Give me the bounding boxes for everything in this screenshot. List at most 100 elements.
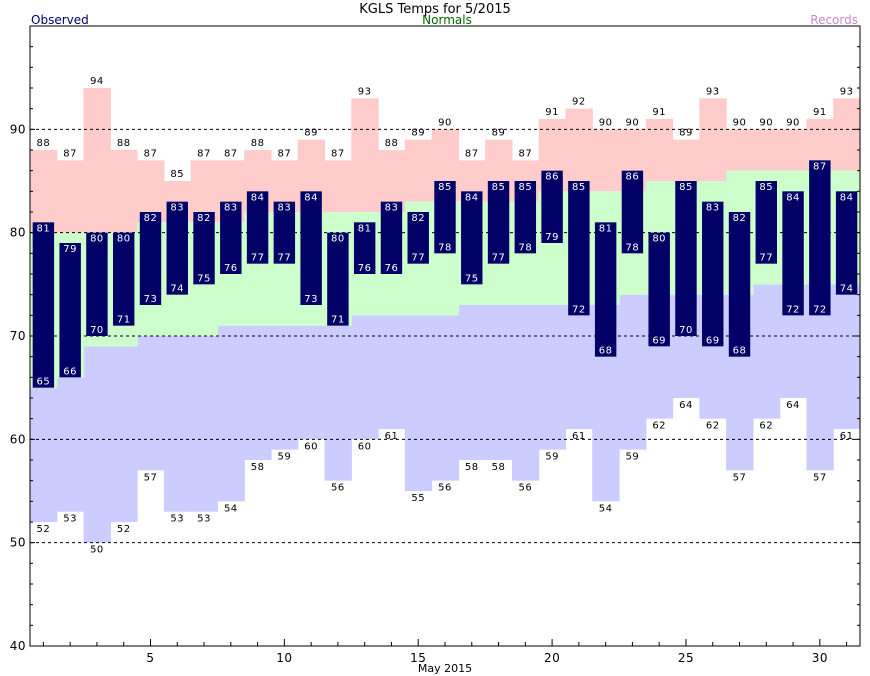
record-high-bar [56, 160, 85, 233]
x-tick-label: 25 [678, 651, 694, 665]
observed-bar [728, 212, 751, 357]
observed-low-label: 73 [304, 294, 318, 305]
observed-low-label: 72 [572, 304, 586, 315]
record-high-label: 85 [170, 169, 184, 180]
observed-high-label: 79 [63, 244, 77, 255]
observed-low-label: 78 [438, 242, 452, 253]
record-high-label: 92 [572, 97, 586, 108]
record-low-label: 53 [170, 514, 184, 525]
record-low-label: 62 [652, 421, 666, 432]
observed-high-label: 85 [759, 182, 773, 193]
record-low-bar [190, 336, 219, 512]
observed-low-label: 65 [37, 377, 51, 388]
record-high-bar [110, 150, 138, 233]
record-high-label: 87 [197, 148, 211, 159]
observed-high-label: 80 [652, 234, 666, 245]
observed-bar [755, 181, 777, 264]
observed-low-label: 75 [197, 273, 211, 284]
observed-bar [273, 201, 296, 264]
observed-high-label: 80 [331, 234, 345, 245]
record-low-label: 60 [304, 441, 318, 452]
record-low-label: 54 [599, 503, 613, 514]
observed-bar [621, 170, 644, 254]
observed-high-label: 82 [197, 213, 211, 224]
x-tick-label: 15 [410, 651, 426, 665]
record-high-label: 87 [518, 148, 532, 159]
observed-low-label: 69 [652, 335, 666, 346]
record-low-label: 58 [465, 462, 479, 473]
record-low-label: 57 [144, 472, 158, 483]
y-tick-label: 70 [10, 329, 26, 343]
observed-bar [353, 222, 376, 274]
observed-low-label: 73 [144, 294, 158, 305]
x-tick-label: 10 [276, 651, 292, 665]
record-low-bar [297, 325, 326, 440]
record-low-label: 61 [385, 431, 399, 442]
observed-high-label: 84 [465, 192, 479, 203]
record-low-bar [538, 305, 567, 450]
record-high-label: 88 [251, 138, 265, 149]
observed-high-label: 86 [626, 172, 640, 183]
observed-low-label: 68 [599, 346, 613, 357]
record-low-bar [30, 387, 58, 522]
record-high-label: 93 [840, 86, 854, 97]
observed-high-label: 83 [706, 203, 720, 214]
record-low-bar [833, 284, 861, 429]
record-high-bar [592, 129, 620, 192]
record-high-label: 90 [599, 117, 613, 128]
observed-low-label: 78 [626, 242, 640, 253]
record-low-bar [324, 325, 352, 481]
record-low-bar [752, 284, 781, 419]
observed-bar [835, 191, 858, 295]
record-low-bar [404, 315, 433, 491]
observed-bar [59, 243, 81, 378]
observed-low-label: 77 [277, 253, 291, 264]
observed-bar [702, 201, 724, 347]
observed-low-label: 77 [251, 253, 265, 264]
record-high-label: 90 [626, 117, 640, 128]
observed-high-label: 80 [117, 234, 131, 245]
record-low-label: 59 [545, 452, 559, 463]
observed-high-label: 82 [144, 213, 158, 224]
observed-low-label: 69 [706, 335, 720, 346]
record-low-bar [270, 325, 299, 450]
x-axis-label: May 2015 [418, 662, 472, 675]
observed-bar [809, 160, 831, 316]
observed-bar [461, 191, 483, 285]
record-low-label: 52 [37, 524, 51, 535]
observed-low-label: 70 [90, 325, 104, 336]
record-high-label: 87 [63, 148, 77, 159]
record-high-label: 87 [277, 148, 291, 159]
record-low-label: 57 [733, 472, 747, 483]
record-low-label: 52 [117, 524, 131, 535]
record-high-label: 88 [37, 138, 51, 149]
observed-low-label: 70 [679, 325, 693, 336]
record-high-bar [833, 98, 861, 171]
record-low-label: 59 [626, 452, 640, 463]
record-high-label: 87 [331, 148, 345, 159]
observed-bar [407, 212, 429, 264]
record-low-label: 58 [492, 462, 506, 473]
observed-bar [327, 232, 349, 326]
record-high-bar [779, 129, 808, 171]
observed-bars [32, 160, 858, 388]
y-tick-label: 90 [10, 122, 26, 136]
record-low-bar [485, 305, 513, 460]
observed-bar [434, 181, 456, 254]
record-low-label: 54 [224, 503, 238, 514]
record-high-label: 89 [411, 128, 425, 139]
observed-low-label: 74 [170, 284, 184, 295]
y-tick-label: 40 [10, 639, 26, 653]
record-low-bar [565, 305, 593, 429]
observed-bar [246, 191, 269, 264]
record-low-label: 61 [840, 431, 854, 442]
observed-low-label: 71 [331, 315, 345, 326]
record-high-bar [672, 139, 700, 181]
observed-high-label: 83 [385, 203, 399, 214]
record-low-label: 50 [90, 545, 104, 556]
record-low-bar [511, 305, 540, 481]
observed-bar [380, 201, 403, 274]
observed-high-label: 81 [358, 223, 372, 234]
observed-low-label: 72 [786, 304, 800, 315]
